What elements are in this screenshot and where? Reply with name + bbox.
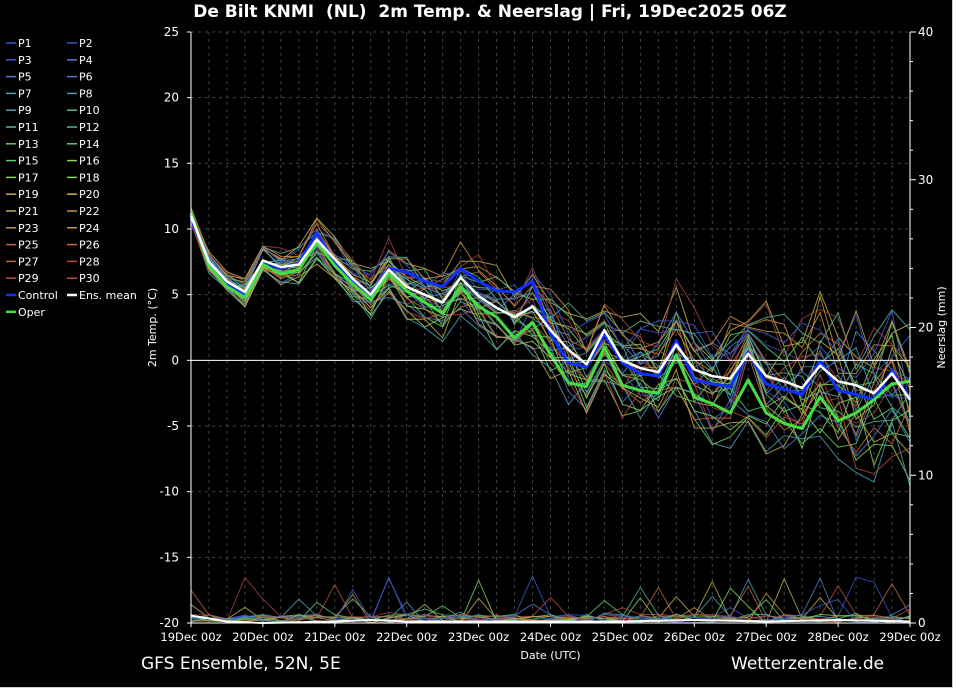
legend-label: P25 [18, 239, 39, 252]
chart-title: De Bilt KNMI (NL) 2m Temp. & Neerslag | … [193, 2, 787, 22]
y-tick-label: 25 [164, 25, 179, 39]
legend-label: P21 [18, 205, 39, 218]
precip-member-line [190, 574, 911, 624]
legend-label: P8 [79, 87, 93, 100]
legend-label: P12 [79, 121, 100, 134]
y-axis-label: 2m Temp. (°C) [146, 288, 159, 367]
y2-tick-label: 10 [918, 468, 933, 482]
member-line-p28 [190, 217, 911, 467]
x-tick-label: 25Dec 00z [592, 630, 653, 644]
legend-label: P6 [79, 71, 93, 84]
member-line-p7 [190, 213, 911, 369]
y2-tick-label: 30 [918, 173, 933, 187]
x-tick-label: 29Dec 00z [879, 630, 940, 644]
y-tick-label: -10 [159, 485, 179, 499]
axes: 25 20 15 10 5 0 -5 -10 -15 -20 40 30 20 10 0 19Dec 00z 2… [146, 25, 948, 662]
member-line-p30 [190, 207, 911, 373]
legend-label: P29 [18, 272, 39, 285]
legend-label: P4 [79, 54, 93, 67]
legend-label: P10 [79, 104, 100, 117]
x-tick-label: 21Dec 00z [304, 630, 365, 644]
legend-label: P9 [18, 104, 32, 117]
legend-label: P24 [79, 222, 100, 235]
footer-model: GFS Ensemble, 52N, 5E [141, 654, 341, 674]
legend-label: P20 [79, 188, 100, 201]
member-line-p27 [190, 216, 911, 439]
y2-axis-label: Neerslag (mm) [935, 286, 948, 368]
x-tick-label: 23Dec 00z [448, 630, 509, 644]
footer-source: Wetterzentrale.de [731, 654, 885, 674]
y-tick-label: 0 [171, 353, 179, 367]
precip-member-line [190, 578, 911, 624]
member-line-p29 [190, 218, 911, 455]
legend-label: P26 [79, 239, 100, 252]
legend-label: Ens. mean [79, 289, 137, 302]
x-tick-label: 26Dec 00z [664, 630, 725, 644]
legend-label: P23 [18, 222, 39, 235]
y2-tick-label: 20 [918, 321, 933, 335]
member-line-p14 [190, 220, 911, 487]
member-line-p4 [190, 215, 911, 428]
series-lines [189, 207, 912, 487]
member-line-p22 [190, 211, 911, 367]
y-tick-label: 20 [164, 91, 179, 105]
y-tick-label: 10 [164, 222, 179, 236]
legend-label: P27 [18, 255, 39, 268]
legend-label: P19 [18, 188, 39, 201]
legend-label: P1 [18, 37, 32, 50]
legend-label: P17 [18, 171, 39, 184]
y2-tick-label: 40 [918, 25, 933, 39]
legend-label: P13 [18, 138, 39, 151]
legend-label: P2 [79, 37, 93, 50]
legend-label: P30 [79, 272, 100, 285]
member-line-p13 [190, 219, 911, 457]
x-axis-label: Date (UTC) [520, 649, 580, 662]
legend-label: P5 [18, 71, 32, 84]
legend-label: P18 [79, 171, 100, 184]
x-tick-label: 24Dec 00z [520, 630, 581, 644]
y-tick-label: -20 [159, 616, 179, 630]
y-tick-label: -15 [159, 550, 179, 564]
y2-tick-label: 0 [918, 616, 926, 630]
legend-label: Oper [18, 306, 45, 319]
x-tick-label: 28Dec 00z [807, 630, 868, 644]
legend-label: P7 [18, 87, 32, 100]
legend-label: P14 [79, 138, 100, 151]
y-tick-label: 5 [171, 288, 179, 302]
x-tick-label: 20Dec 00z [232, 630, 293, 644]
y-tick-label: -5 [167, 419, 179, 433]
legend: P1 P2 P3 P4 P5 P6 P7 P8 P9 P10 P11 P12 P13 P14 P15 P16 P… [6, 37, 137, 319]
y-tick-label: 15 [164, 156, 179, 170]
x-tick-label: 27Dec 00z [736, 630, 797, 644]
legend-label: P11 [18, 121, 39, 134]
oper-line [189, 212, 911, 431]
member-line-p23 [190, 212, 911, 375]
legend-label: P28 [79, 255, 100, 268]
legend-label: P3 [18, 54, 32, 67]
member-line-p21 [190, 222, 911, 475]
legend-label: P15 [18, 155, 39, 168]
legend-label: P22 [79, 205, 100, 218]
member-line-p5 [190, 216, 911, 448]
control-line [189, 217, 912, 402]
x-tick-label: 19Dec 00z [160, 630, 221, 644]
ens-mean-line [189, 215, 912, 401]
legend-label: P16 [79, 155, 100, 168]
legend-label: Control [18, 289, 58, 302]
x-tick-label: 22Dec 00z [376, 630, 437, 644]
